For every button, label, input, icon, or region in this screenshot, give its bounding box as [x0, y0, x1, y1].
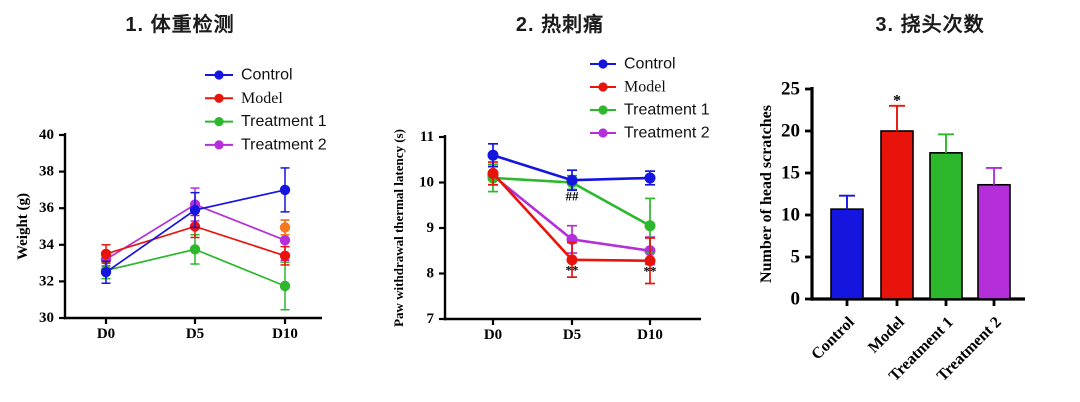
series-control-marker: [279, 184, 291, 196]
legend-marker-dot: [214, 117, 224, 127]
x-tick-label: D5: [563, 327, 581, 343]
x-tick-label: D0: [484, 327, 502, 343]
bar-control: [830, 208, 864, 300]
chart3-title: 3. 挠头次数: [875, 14, 985, 36]
unlabeled-orange-point: [279, 219, 291, 236]
y-tick-label: 40: [39, 127, 54, 143]
chart1-plot: 30 32 34 36 38 40 Weight (g) D0 D5 D10 Control Mode…: [15, 67, 327, 343]
y-tick-label: 32: [39, 273, 54, 289]
legend-marker-dot: [598, 82, 608, 92]
bar-group-control: [830, 194, 864, 300]
y-tick-label: 38: [39, 164, 54, 180]
x-tick-label: Control: [808, 313, 858, 363]
legend-marker-dot: [214, 70, 224, 80]
axes: 30 32 34 36 38 40 Weight (g): [15, 127, 322, 326]
legend-marker-dot: [598, 128, 608, 138]
series-control-marker: [566, 174, 578, 186]
bar-group-treatment-2: [977, 167, 1011, 300]
y-tick-label: 8: [427, 266, 435, 282]
bar-group-model: [880, 104, 914, 300]
y-tick-label: 36: [39, 200, 55, 216]
series-model-marker: [100, 248, 112, 260]
series-model-marker: [644, 255, 656, 267]
significance-annotation: **: [644, 263, 657, 278]
panel-thermal-chart: 2. 热刺痛 7 8 9 10 11 Paw withdrawal thermal lat…: [360, 0, 740, 402]
y-tick-label: 9: [427, 220, 435, 236]
series-control-marker: [100, 267, 112, 278]
x-tick-label: D10: [637, 327, 663, 343]
bar-model: [880, 130, 914, 300]
y-tick-label: 7: [427, 311, 435, 327]
panel-weight-chart: 1. 体重检测 30 32 34 36 38 40 Weight (g) D0 D5 D10 Con…: [0, 0, 360, 402]
bar-treatment-2: [977, 183, 1011, 300]
legend-label-treatment-1: Treatment 1: [241, 113, 327, 130]
x-tick-label: D10: [272, 326, 298, 342]
series-model-marker: [487, 167, 499, 179]
significance-annotation: **: [566, 262, 579, 277]
x-tick-label: D0: [97, 326, 115, 342]
legend: Control Model Treatment 1 Treatment 2: [590, 56, 710, 142]
legend-label-control: Control: [241, 67, 293, 84]
x-ticks: D0 D5 D10: [97, 318, 298, 342]
legend-marker-dot: [214, 93, 224, 103]
unlabeled-orange-point-marker: [279, 222, 291, 233]
x-tick-label: D5: [186, 326, 204, 342]
y-axis-label: Number of head scratches: [758, 105, 775, 283]
legend: Control Model Treatment 1 Treatment 2: [205, 67, 327, 153]
y-tick-label: 15: [781, 163, 800, 184]
chart2-title: 2. 热刺痛: [515, 14, 605, 36]
legend-label-model: Model: [624, 79, 666, 96]
series-treatment-1-marker: [279, 280, 291, 292]
series-control: [487, 142, 656, 192]
series-treatment-1-marker: [189, 244, 201, 255]
series-model-marker: [566, 254, 578, 266]
y-tick-label: 11: [420, 129, 434, 145]
series-treatment-1-marker: [644, 220, 656, 232]
series-control-marker: [644, 172, 656, 184]
legend-marker-dot: [598, 105, 608, 115]
y-tick-label: 10: [419, 175, 434, 191]
y-tick-label: 0: [791, 289, 801, 310]
series-treatment-2-marker: [279, 235, 291, 246]
bar-treatment-1: [929, 152, 963, 300]
axes: 0 5 10 15 20 25 Number of head scratches: [758, 79, 1025, 310]
bar-group-treatment-1: [929, 133, 963, 300]
significance-annotation: ##: [566, 189, 580, 204]
y-tick-label: 20: [781, 121, 800, 142]
series-control-marker: [189, 204, 201, 216]
y-tick-label: 30: [39, 310, 54, 326]
x-tick-label: Model: [865, 313, 908, 356]
x-ticks: D0 D5 D10: [484, 319, 663, 343]
legend-label-treatment-2: Treatment 2: [624, 125, 710, 142]
y-tick-label: 34: [39, 237, 55, 253]
legend-marker-dot: [214, 140, 224, 150]
significance-annotation: *: [893, 92, 901, 109]
legend-label-control: Control: [624, 56, 676, 73]
y-axis-label: Weight (g): [15, 193, 31, 260]
y-axis-label: Paw withdrawal thermal latency (s): [391, 129, 406, 327]
legend-label-model: Model: [241, 90, 283, 107]
panel-scratches-chart: 3. 挠头次数 0 5 10 15 20 25 Number of head scratch…: [740, 0, 1080, 402]
y-tick-label: 5: [791, 247, 801, 268]
y-tick-label: 25: [781, 79, 800, 100]
legend-label-treatment-2: Treatment 2: [241, 136, 327, 153]
series-model-marker: [279, 250, 291, 261]
legend-marker-dot: [598, 59, 608, 69]
chart3-plot: 0 5 10 15 20 25 Number of head scratches Contro…: [758, 79, 1025, 385]
series-control-marker: [487, 149, 499, 161]
legend-label-treatment-1: Treatment 1: [624, 102, 710, 119]
chart2-plot: 7 8 9 10 11 Paw withdrawal thermal latency (s…: [391, 56, 710, 344]
chart1-title: 1. 体重检测: [125, 14, 235, 36]
series-control: [100, 167, 291, 284]
y-tick-label: 10: [781, 205, 800, 226]
